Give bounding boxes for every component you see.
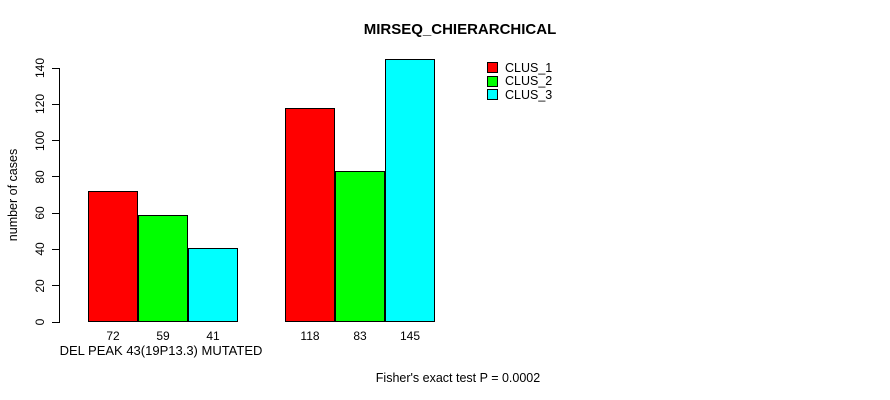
y-tick-label: 120 — [33, 94, 47, 115]
y-axis-label: number of cases — [6, 148, 20, 242]
y-tick-mark — [52, 285, 59, 287]
y-tick-label: 60 — [33, 206, 47, 220]
bar-clus_2 — [138, 215, 188, 322]
legend-swatch-icon — [487, 89, 498, 101]
y-tick-label: 20 — [33, 279, 47, 293]
bar-clus_1 — [285, 108, 335, 322]
y-tick-mark — [52, 321, 59, 323]
bar-value-label: 59 — [156, 329, 170, 343]
bar-clus_3 — [385, 59, 435, 322]
y-tick-label: 40 — [33, 242, 47, 257]
y-tick-mark — [52, 176, 59, 178]
bar-value-label: 83 — [353, 329, 367, 343]
bar-clus_2 — [335, 171, 385, 322]
legend-label: CLUS_2 — [505, 74, 553, 89]
legend-label: CLUS_1 — [505, 60, 553, 75]
x-axis-label: DEL PEAK 43(19P13.3) MUTATED — [59, 343, 263, 358]
legend-item: CLUS_2 — [487, 74, 553, 89]
legend-swatch-icon — [487, 75, 498, 87]
bar-value-label: 145 — [399, 329, 421, 343]
bar-value-label: 41 — [206, 329, 220, 343]
chart-title: MIRSEQ_CHIERARCHICAL — [363, 21, 557, 38]
y-tick-mark — [52, 67, 59, 69]
footnote: Fisher's exact test P = 0.0002 — [375, 371, 541, 385]
legend-swatch-icon — [487, 62, 498, 74]
y-tick-mark — [52, 212, 59, 214]
y-tick-mark — [52, 248, 59, 250]
bar-clus_1 — [88, 191, 138, 322]
legend-item: CLUS_3 — [487, 88, 552, 102]
y-tick-mark — [52, 103, 59, 105]
y-axis-line — [59, 68, 60, 323]
y-tick-label: 140 — [33, 57, 47, 79]
legend: CLUS_1 CLUS_2 CLUS_3 — [487, 61, 552, 102]
bar-clus_3 — [188, 248, 238, 322]
legend-label: CLUS_3 — [505, 87, 553, 102]
y-tick-label: 0 — [33, 318, 47, 326]
bar-value-label: 118 — [300, 329, 320, 343]
bar-value-label: 72 — [106, 329, 120, 343]
y-tick-mark — [52, 140, 59, 142]
y-tick-label: 80 — [33, 170, 47, 184]
legend-item: CLUS_1 — [487, 61, 552, 75]
y-tick-label: 100 — [33, 130, 47, 151]
